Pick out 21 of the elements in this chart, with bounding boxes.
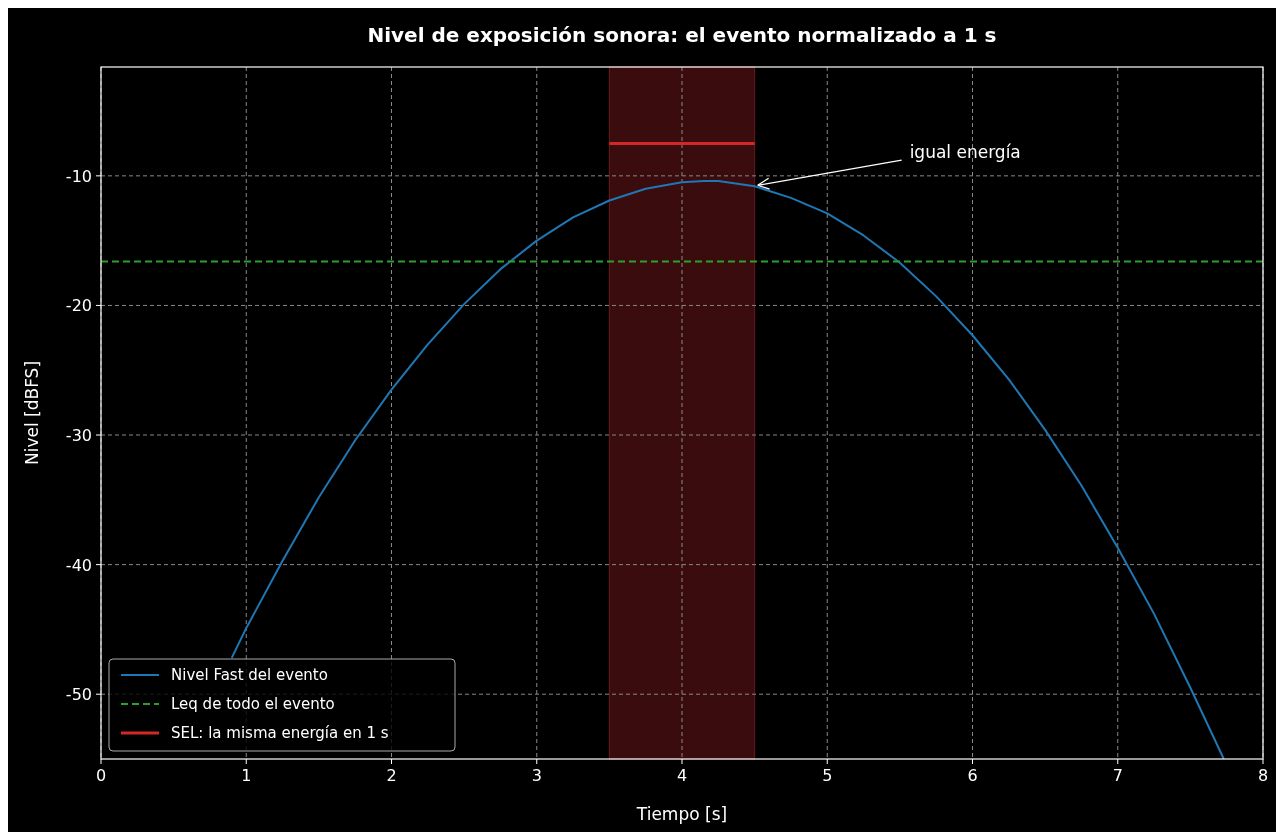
annotation: igual energía — [909, 142, 1021, 163]
y-tick-label: -50 — [65, 685, 92, 705]
x-tick-label: 3 — [531, 766, 542, 785]
x-tick-label: 5 — [822, 766, 833, 785]
legend-label: SEL: la misma energía en 1 s — [171, 724, 389, 742]
legend-label: Leq de todo el evento — [171, 695, 335, 713]
y-tick-label: -30 — [65, 426, 92, 446]
y-tick-label: -20 — [65, 296, 92, 316]
y-tick-label: -10 — [65, 166, 92, 186]
x-tick-label: 7 — [1112, 766, 1123, 785]
x-tick-label: 0 — [95, 766, 107, 785]
y-tick-label: -40 — [65, 555, 92, 575]
x-tick-label: 2 — [386, 766, 397, 785]
x-tick-label: 6 — [967, 766, 978, 785]
y-axis-title: Nivel [dBFS] — [22, 360, 42, 466]
chart-title: Nivel de exposición sonora: el evento normalizado a 1 s — [367, 23, 997, 47]
x-tick-label: 8 — [1257, 766, 1269, 785]
x-tick-label: 4 — [676, 766, 688, 785]
legend-label: Nivel Fast del evento — [171, 666, 328, 684]
x-axis-title: Tiempo [s] — [635, 804, 728, 824]
x-tick-label: 1 — [241, 766, 252, 785]
